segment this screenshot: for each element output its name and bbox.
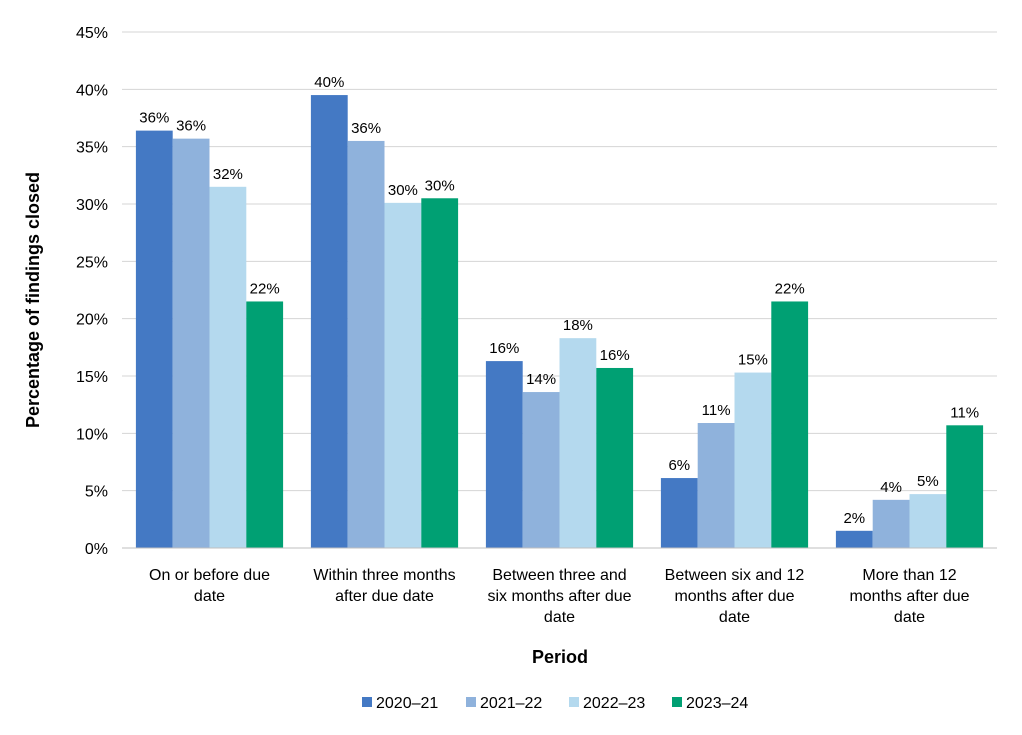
x-category-label: Between three and six months after due dat… [487, 567, 631, 626]
legend-label: 2021–22 [480, 695, 542, 712]
y-tick-label: 35% [76, 140, 108, 157]
data-label: 18% [563, 317, 593, 334]
bar [421, 198, 459, 548]
bar [596, 367, 634, 548]
y-tick-label: 30% [76, 197, 108, 214]
data-label: 11% [702, 402, 731, 419]
data-label: 30% [388, 182, 418, 199]
legend-label: 2023–24 [686, 695, 748, 712]
legend-item: 2023–24 [672, 695, 748, 712]
bar [522, 392, 560, 548]
legend: 2020–21 2021–22 2022–23 2023–24 [362, 695, 748, 712]
legend-item: 2020–21 [362, 695, 438, 712]
y-tick-label: 5% [85, 484, 108, 501]
bar [384, 202, 422, 548]
data-label: 32% [213, 166, 243, 183]
y-axis-ticks: 0% 5% 10% 15% 20% 25% 30% 35% 40% 45% [76, 25, 108, 558]
bar [172, 138, 210, 548]
legend-swatch [672, 697, 682, 707]
bar [310, 95, 348, 549]
data-label: 30% [425, 177, 455, 194]
y-tick-label: 25% [76, 254, 108, 271]
bar [209, 186, 247, 549]
data-label: 2% [843, 510, 865, 527]
bar [872, 499, 910, 548]
legend-swatch [466, 697, 476, 707]
bar [734, 372, 772, 548]
y-tick-label: 10% [76, 426, 108, 443]
data-label: 6% [668, 457, 690, 474]
data-label: 14% [526, 371, 556, 388]
x-axis-title: Period [532, 647, 588, 667]
data-label: 15% [738, 352, 768, 369]
bar [347, 140, 385, 548]
bar [135, 130, 173, 548]
legend-swatch [362, 697, 372, 707]
y-tick-label: 40% [76, 82, 108, 99]
data-label: 36% [176, 118, 206, 135]
data-label: 5% [917, 473, 939, 490]
data-label: 16% [600, 347, 630, 364]
bar [909, 494, 947, 548]
bar [485, 361, 523, 548]
y-tick-label: 20% [76, 312, 108, 329]
data-label: 4% [880, 479, 902, 496]
legend-label: 2020–21 [376, 695, 438, 712]
y-tick-label: 45% [76, 25, 108, 42]
y-tick-label: 15% [76, 369, 108, 386]
data-label: 22% [775, 280, 805, 297]
bar [771, 301, 809, 548]
y-axis-title: Percentage of findings closed [23, 172, 43, 428]
bar [246, 301, 284, 548]
data-label: 36% [351, 120, 381, 137]
data-label: 36% [139, 110, 169, 127]
data-label: 16% [489, 340, 519, 357]
bars [135, 95, 984, 549]
x-category-label: More than 12 months after due date [849, 567, 969, 626]
x-category-label: Between six and 12 months after due date [665, 567, 805, 626]
y-tick-label: 0% [85, 541, 108, 558]
bar [559, 338, 597, 548]
data-label: 22% [250, 280, 280, 297]
bar [697, 423, 735, 548]
bar [835, 530, 873, 548]
data-labels: 36% 40% 16% 6% 2% 36% 36% 14% 11% 4% 32% 30% 18% 15% 5… [139, 74, 979, 527]
bar [660, 478, 698, 548]
x-category-label: Within three months after due date [313, 567, 455, 605]
data-label: 11% [950, 404, 979, 421]
bar [946, 425, 984, 548]
x-axis-categories: On or before due date Within three months a… [149, 567, 970, 626]
legend-item: 2022–23 [569, 695, 645, 712]
x-category-label: On or before due date [149, 567, 270, 605]
legend-swatch [569, 697, 579, 707]
legend-label: 2022–23 [583, 695, 645, 712]
data-label: 40% [314, 74, 344, 91]
legend-item: 2021–22 [466, 695, 542, 712]
